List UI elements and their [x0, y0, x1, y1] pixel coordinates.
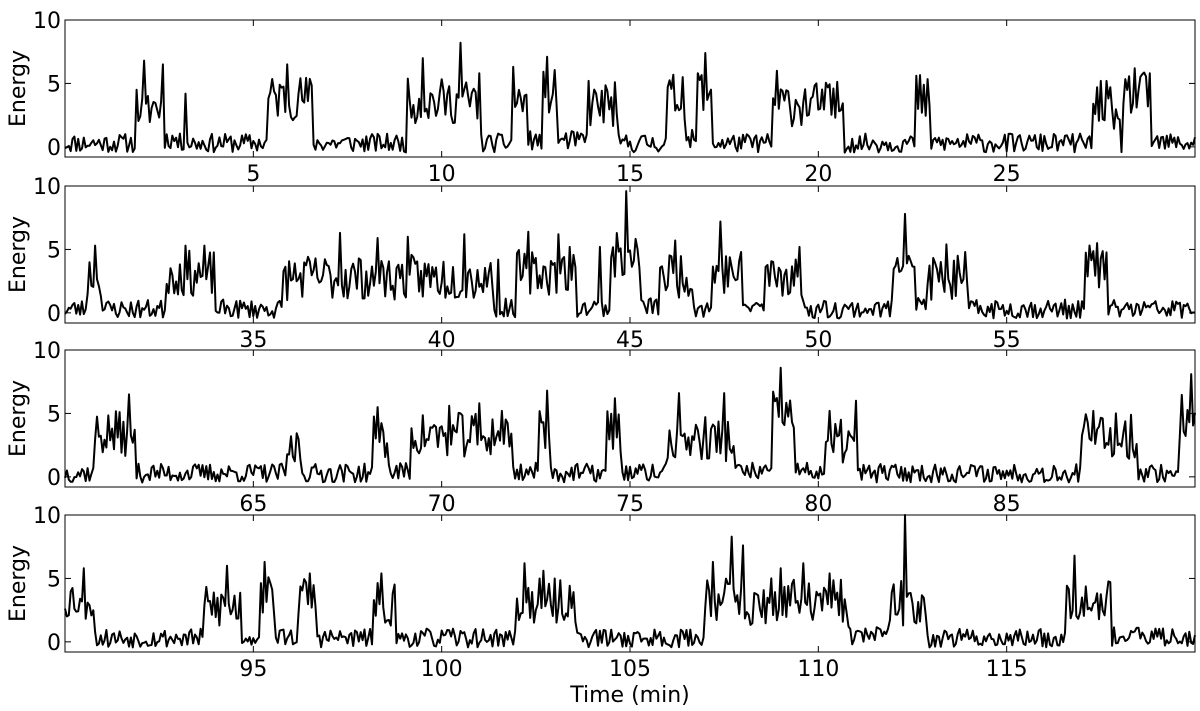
- y-tick-label: 0: [47, 136, 61, 161]
- x-tick-label: 25: [993, 162, 1021, 187]
- x-tick-label: 85: [993, 492, 1021, 517]
- y-axis-title: Energy: [6, 380, 31, 457]
- y-tick-label: 0: [47, 466, 61, 491]
- plot-frame: [64, 19, 1196, 158]
- y-axis-title: Energy: [6, 50, 31, 127]
- y-tick-label: 10: [33, 504, 61, 529]
- x-tick-label: 15: [616, 162, 644, 187]
- panel-2: 0 5 10 35 40 45 50 55 Energy: [6, 175, 1196, 353]
- x-tick-label: 40: [428, 328, 456, 353]
- x-tick-label: 80: [804, 492, 832, 517]
- x-tick-label: 70: [428, 492, 456, 517]
- series-line: [64, 190, 1196, 320]
- x-tick-label: 10: [428, 162, 456, 187]
- x-tick-label: 110: [797, 657, 839, 682]
- x-tick-label: 50: [804, 328, 832, 353]
- x-tick-label: 20: [804, 162, 832, 187]
- x-tick-label: 100: [421, 657, 463, 682]
- x-tick-label: 45: [616, 328, 644, 353]
- x-tick-label: 75: [616, 492, 644, 517]
- series-line: [64, 366, 1196, 484]
- plot-frame: [64, 514, 1196, 653]
- panel-4: 0 5 10 95 100 105 110 115 Energy: [6, 504, 1196, 682]
- panel-3: 0 5 10 65 70 75 80 85 Energy: [6, 339, 1196, 517]
- series-line: [64, 41, 1196, 154]
- series-line: [64, 514, 1196, 649]
- x-tick-label: 35: [239, 328, 267, 353]
- x-tick-label: 105: [609, 657, 651, 682]
- y-tick-label: 5: [47, 402, 61, 427]
- y-axis-title: Energy: [6, 545, 31, 622]
- y-tick-label: 5: [47, 238, 61, 263]
- x-tick-label: 5: [246, 162, 260, 187]
- y-tick-label: 10: [33, 339, 61, 364]
- x-tick-label: 115: [986, 657, 1028, 682]
- y-tick-label: 10: [33, 9, 61, 34]
- x-tick-label: 55: [993, 328, 1021, 353]
- y-tick-label: 0: [47, 302, 61, 327]
- x-tick-label: 65: [239, 492, 267, 517]
- y-tick-label: 5: [47, 72, 61, 97]
- x-axis-title: Time (min): [569, 683, 690, 708]
- panel-1: 0 5 10 5 10 15 20 25 Energy: [6, 9, 1196, 187]
- y-tick-label: 0: [47, 631, 61, 656]
- y-tick-label: 5: [47, 567, 61, 592]
- y-tick-label: 10: [33, 175, 61, 200]
- x-tick-label: 95: [239, 657, 267, 682]
- y-axis-title: Energy: [6, 216, 31, 293]
